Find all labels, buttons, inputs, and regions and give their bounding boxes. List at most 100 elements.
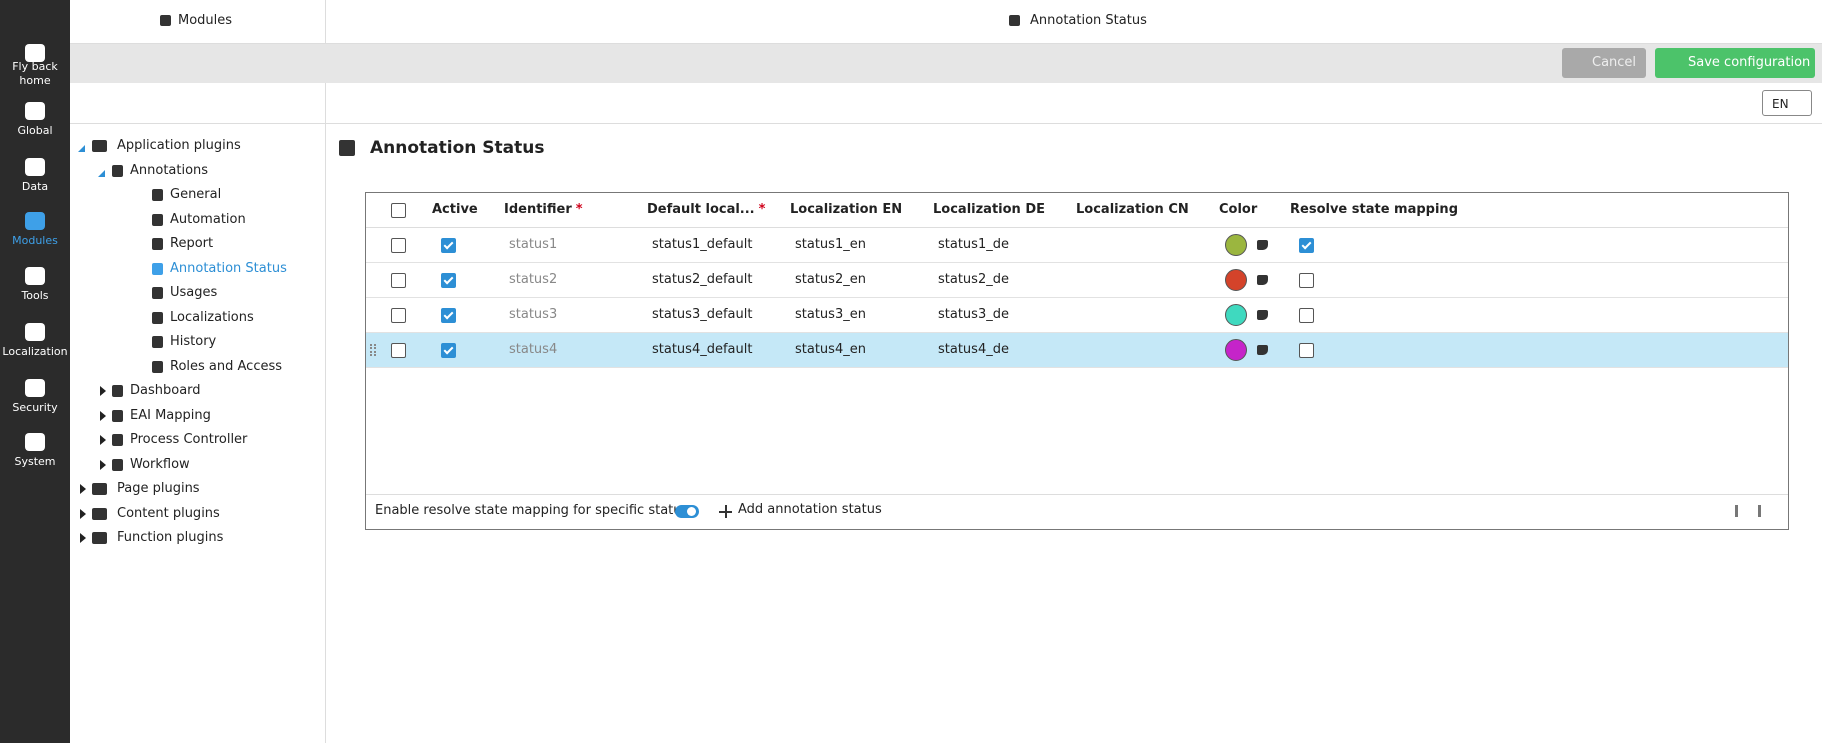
tree-label[interactable]: Annotations [130,162,209,178]
move-down[interactable] [1758,505,1761,517]
column-header[interactable]: Active [432,202,478,217]
checkbox[interactable] [1299,273,1314,288]
tree-arrow[interactable] [100,386,106,396]
table-row[interactable] [366,333,1788,368]
sidebar-label[interactable]: Data [21,180,49,193]
header-icon [160,15,171,26]
checkbox[interactable] [441,238,456,253]
language-select[interactable]: EN [1762,90,1812,116]
tree-label[interactable]: Content plugins [117,505,220,521]
localization-en[interactable]: status2_en [795,272,866,287]
localization-en[interactable]: status4_en [795,342,866,357]
sidebar-label[interactable]: Global [17,124,53,137]
tree-label[interactable]: EAI Mapping [130,407,211,423]
column-header[interactable]: Identifier * [504,202,583,217]
table-row[interactable] [366,298,1788,333]
checkbox[interactable] [391,238,406,253]
sidebar-label[interactable]: Modules [12,234,58,247]
localization-en[interactable]: status1_en [795,237,866,252]
sidebar-icon [25,267,45,285]
add-plus-v[interactable] [724,505,727,518]
tree-label[interactable]: Function plugins [117,530,224,545]
tree-label[interactable]: Annotation Status [170,260,287,276]
localization-de[interactable]: status2_de [938,272,1009,287]
tree-arrow[interactable] [100,459,106,470]
default[interactable]: status2_default [652,272,753,287]
divider [70,123,1822,124]
tree-icon [152,311,163,324]
table-row[interactable] [366,263,1788,298]
identifier[interactable]: status1 [509,237,558,252]
sidebar-label[interactable]: Localization [2,345,68,358]
table-row[interactable] [366,228,1788,263]
checkbox[interactable] [391,203,406,218]
identifier[interactable]: status4 [509,342,558,357]
color-swatch[interactable] [1225,269,1247,291]
tree-arrow[interactable] [100,435,106,445]
color-picker[interactable] [1257,310,1268,320]
tree-arrow[interactable] [100,410,106,421]
tree-label[interactable]: Localizations [170,309,254,325]
tree-label[interactable]: History [170,334,217,349]
color-picker[interactable] [1257,240,1268,250]
sidebar-label[interactable]: Fly back home [12,60,58,87]
sidebar-label[interactable]: System [14,455,56,468]
toolbar [70,44,1822,83]
tree-label[interactable]: Workflow [130,456,190,472]
color-swatch[interactable] [1225,339,1247,361]
localization-de[interactable]: status1_de [938,237,1009,252]
column-header[interactable]: Localization CN [1076,202,1189,217]
color-swatch[interactable] [1225,304,1247,326]
checkbox[interactable] [391,273,406,288]
save-button[interactable]: Save configuration [1655,48,1815,78]
checkbox[interactable] [441,343,456,358]
tree-arrow[interactable] [80,533,86,543]
tree-label[interactable]: Usages [170,285,218,300]
tree-label[interactable]: Application plugins [117,138,241,153]
tree-label[interactable]: Dashboard [130,383,201,398]
tree-label[interactable]: Automation [170,211,246,227]
tree-arrow[interactable] [80,508,86,519]
color-swatch[interactable] [1225,234,1247,256]
checkbox[interactable] [1299,308,1314,323]
tree-arrow[interactable] [98,169,105,177]
checkbox[interactable] [1299,343,1314,358]
tree-arrow[interactable] [78,145,85,152]
tree-arrow[interactable] [80,484,86,494]
tree-label[interactable]: General [170,187,222,202]
column-header[interactable]: Default local... * [647,202,766,217]
checkbox[interactable] [1299,238,1314,253]
sidebar-label[interactable]: Tools [21,289,49,302]
tree-icon [152,360,163,373]
color-picker[interactable] [1257,345,1268,355]
tree-label[interactable]: Page plugins [117,481,200,496]
sidebar [0,0,70,743]
checkbox[interactable] [441,308,456,323]
localization-de[interactable]: status3_de [938,307,1009,322]
drag-handle[interactable] [370,344,376,356]
move-up[interactable] [1735,505,1738,517]
default[interactable]: status1_default [652,237,753,252]
default[interactable]: status3_default [652,307,753,322]
column-header[interactable]: Resolve state mapping [1290,202,1458,217]
localization-de[interactable]: status4_de [938,342,1009,357]
sidebar-label[interactable]: Security [12,401,58,414]
toggle[interactable] [675,505,699,518]
checkbox[interactable] [391,308,406,323]
default[interactable]: status4_default [652,342,753,357]
tree-icon [92,532,107,544]
identifier[interactable]: status2 [509,272,558,287]
add-button[interactable]: Add annotation status [738,502,882,517]
localization-en[interactable]: status3_en [795,307,866,322]
checkbox[interactable] [441,273,456,288]
identifier[interactable]: status3 [509,307,558,322]
tree-label[interactable]: Process Controller [130,432,248,447]
tree-label[interactable]: Report [170,236,214,251]
cancel-button[interactable]: Cancel [1562,48,1646,78]
checkbox[interactable] [391,343,406,358]
tree-label[interactable]: Roles and Access [170,358,283,374]
column-header[interactable]: Localization EN [790,202,903,217]
column-header[interactable]: Localization DE [933,202,1045,217]
color-picker[interactable] [1257,275,1268,285]
column-header[interactable]: Color [1219,202,1258,217]
